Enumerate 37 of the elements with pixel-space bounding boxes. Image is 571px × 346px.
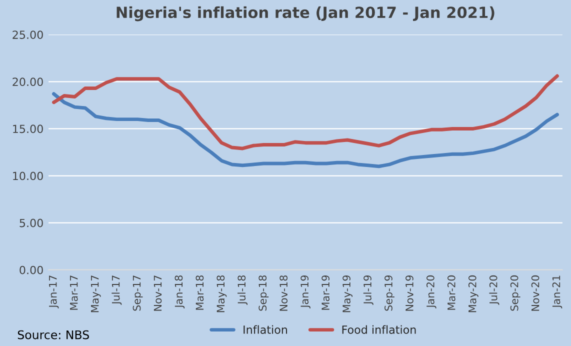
x-tick-label: Nov-17 — [154, 276, 162, 311]
x-tick-label: Jan-20 — [426, 275, 436, 308]
x-tick-label: Mar-18 — [196, 275, 204, 310]
y-tick-label: 15.00 — [13, 124, 43, 134]
chart-title: Nigeria's inflation rate (Jan 2017 - Jan 2021) — [116, 6, 494, 22]
x-tick-label: Sep-19 — [384, 275, 394, 311]
y-tick-label: 25.00 — [12, 30, 43, 39]
source-note: Source: NBS — [18, 330, 89, 340]
x-tick-label: Mar-20 — [447, 275, 456, 310]
x-tick-label: Jan-18 — [174, 275, 185, 308]
x-tick-label: Jan-21 — [552, 276, 562, 308]
x-tick-label: May-20 — [468, 275, 478, 312]
y-tick-label: 10.00 — [13, 172, 43, 180]
x-tick-label: May-19 — [342, 275, 352, 312]
x-tick-label: Sep-20 — [510, 275, 520, 311]
legend-label: Inflation — [244, 325, 288, 334]
x-tick-label: Jul-18 — [238, 275, 248, 305]
y-tick-label: 0.00 — [20, 266, 43, 274]
x-tick-label: Jul-20 — [489, 275, 500, 305]
x-tick-label: May-17 — [91, 276, 101, 312]
x-tick-label: Jul-19 — [363, 275, 374, 305]
line-series — [52, 74, 559, 150]
line-series — [52, 92, 559, 168]
x-tick-label: Mar-19 — [322, 275, 330, 310]
x-tick-label: Jul-17 — [112, 276, 122, 305]
x-tick-label: Jan-19 — [300, 275, 310, 308]
x-tick-label: May-18 — [216, 275, 227, 312]
x-tick-label: Nov-18 — [280, 275, 288, 311]
x-tick-label: Nov-20 — [531, 275, 540, 311]
x-tick-label: Nov-19 — [406, 275, 414, 311]
x-tick-label: Mar-17 — [70, 276, 78, 310]
x-tick-label: Sep-18 — [258, 275, 269, 311]
legend-label: Food inflation — [342, 325, 416, 334]
y-tick-label: 5.00 — [20, 218, 43, 228]
x-tick-label: Sep-17 — [132, 276, 143, 311]
x-tick-label: Jan-17 — [49, 276, 59, 308]
y-tick-label: 20.00 — [12, 78, 43, 86]
